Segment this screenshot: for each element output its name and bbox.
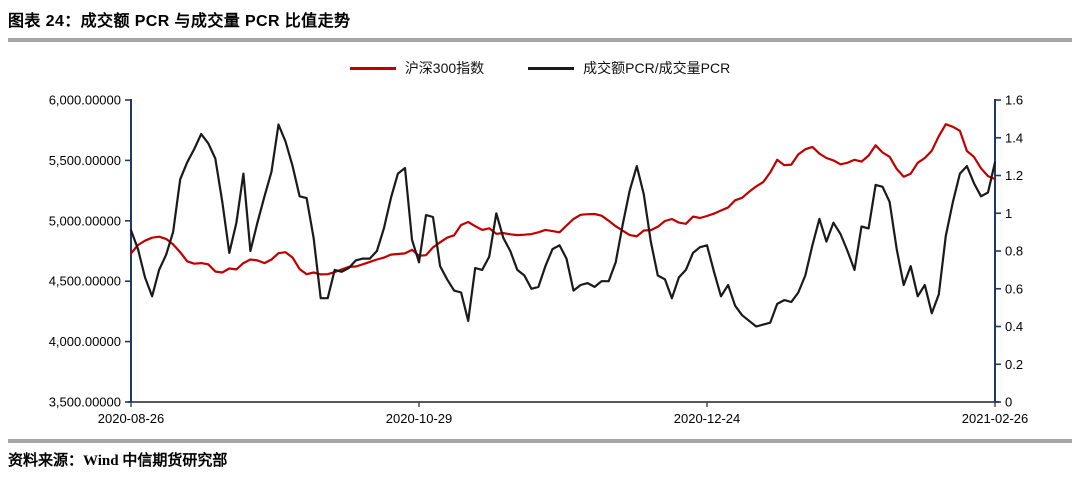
left-axis-tick-label: 5,000.00000 [49, 213, 121, 228]
top-divider [8, 38, 1072, 42]
right-axis-tick-label: 0.2 [1005, 357, 1023, 372]
left-axis-tick-label: 5,500.00000 [49, 153, 121, 168]
x-axis-tick-label: 2021-02-26 [962, 411, 1029, 426]
left-axis-tick-label: 4,000.00000 [49, 334, 121, 349]
figure-title: 图表 24：成交额 PCR 与成交量 PCR 比值走势 [8, 13, 351, 30]
right-axis-tick-label: 0.6 [1005, 281, 1023, 296]
right-axis-tick-label: 1.2 [1005, 168, 1023, 183]
legend-label-csi300: 沪深300指数 [404, 60, 485, 76]
legend-item-csi300: 沪深300指数 [349, 58, 485, 78]
right-axis-tick-label: 1 [1005, 206, 1012, 221]
right-axis-tick-label: 1.6 [1005, 93, 1023, 108]
right-axis-tick-label: 0.4 [1005, 319, 1023, 334]
chart-legend: 沪深300指数 成交额PCR/成交量PCR [0, 58, 1080, 78]
x-axis-tick-label: 2020-10-29 [386, 411, 453, 426]
left-axis-tick-label: 6,000.00000 [49, 93, 121, 108]
legend-swatch-pcr-ratio [528, 66, 575, 70]
right-axis-tick-label: 1.4 [1005, 130, 1023, 145]
x-axis-tick-label: 2020-08-26 [98, 411, 165, 426]
bottom-divider [8, 439, 1072, 443]
left-axis-tick-label: 3,500.00000 [49, 395, 121, 410]
series-line-0 [129, 123, 997, 276]
source-note: 资料来源：Wind 中信期货研究部 [8, 453, 228, 469]
legend-swatch-csi300 [349, 66, 396, 70]
series-line-1 [129, 123, 997, 328]
right-axis-tick-label: 0 [1005, 395, 1012, 410]
legend-label-pcr-ratio: 成交额PCR/成交量PCR [583, 60, 731, 76]
left-axis-tick-label: 4,500.00000 [49, 274, 121, 289]
legend-item-pcr-ratio: 成交额PCR/成交量PCR [528, 58, 730, 78]
right-axis-tick-label: 0.8 [1005, 244, 1023, 259]
x-axis-tick-label: 2020-12-24 [674, 411, 741, 426]
